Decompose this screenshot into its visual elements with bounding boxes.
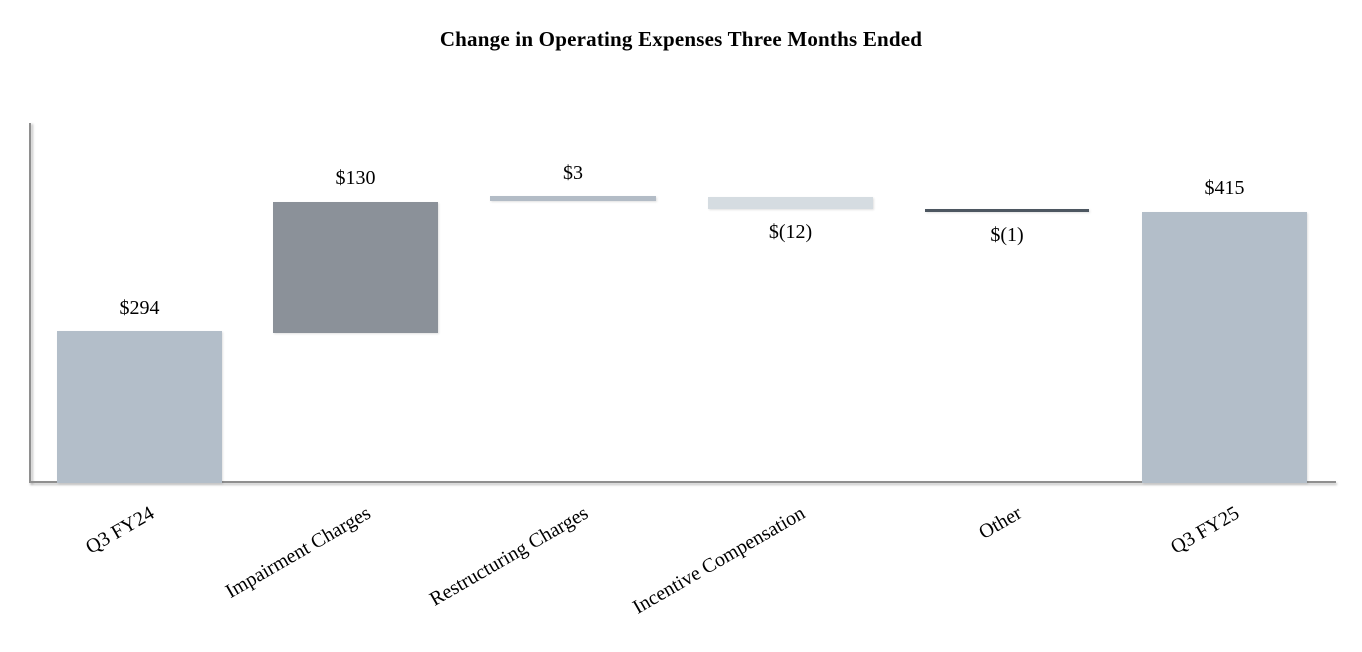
value-label-q3-fy25: $415 — [1204, 177, 1245, 199]
bar-impairment-charges — [273, 202, 438, 333]
value-label-impairment-charges: $130 — [335, 167, 376, 189]
value-label-restructuring-charges: $3 — [563, 162, 583, 184]
value-label-q3-fy24: $294 — [119, 297, 160, 319]
x-tick-label-q3-fy24: Q3 FY24 — [82, 502, 158, 559]
chart-title: Change in Operating Expenses Three Month… — [439, 27, 923, 51]
y-axis-line — [29, 123, 31, 483]
bar-restructuring-charges — [490, 196, 656, 201]
bar-other — [925, 209, 1089, 212]
value-label-incentive-compensation: $(12) — [768, 221, 813, 243]
x-tick-label-restructuring-charges: Restructuring Charges — [425, 502, 592, 611]
bar-incentive-compensation — [708, 197, 873, 209]
x-tick-label-impairment-charges: Impairment Charges — [221, 502, 374, 603]
x-tick-label-incentive-compensation: Incentive Compensation — [629, 502, 809, 619]
x-axis-line — [29, 481, 1336, 483]
bar-q3-fy24 — [57, 331, 222, 483]
x-tick-label-other: Other — [975, 502, 1026, 544]
bar-q3-fy25 — [1142, 212, 1307, 483]
value-label-other: $(1) — [990, 224, 1024, 246]
x-tick-label-q3-fy25: Q3 FY25 — [1167, 502, 1243, 559]
